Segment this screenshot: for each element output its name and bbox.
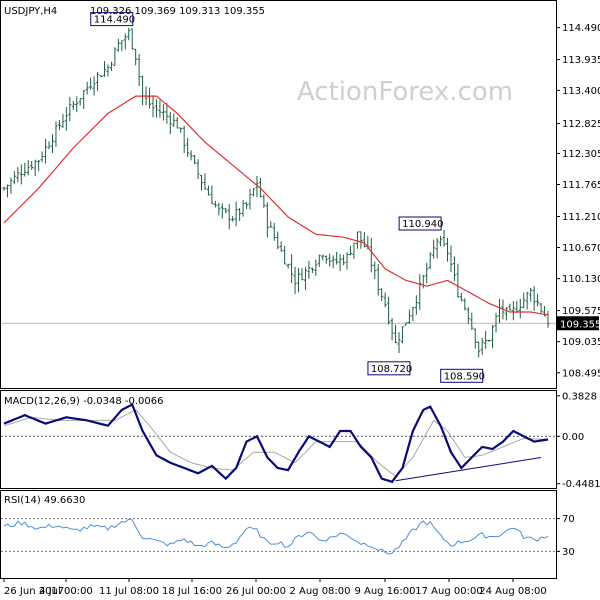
x-tick-label: 2 Aug 08:00 <box>289 586 350 597</box>
rsi-tick-label: 70 <box>562 514 575 525</box>
price-tick-label: 112.305 <box>562 149 600 160</box>
price-annotation-box <box>440 368 484 383</box>
current-price-box <box>557 316 599 331</box>
price-tick-label: 110.670 <box>562 243 600 254</box>
x-tick-label: 9 Aug 16:00 <box>354 586 415 597</box>
price-annotation-box <box>90 12 134 27</box>
price-tick-label: 108.495 <box>562 368 600 379</box>
macd-panel: 0.3828 0.00 -0.4481 <box>1 391 600 490</box>
ohlc-values: 109.326 109.369 109.313 109.355 <box>90 6 265 17</box>
price-tick-label: 114.490 <box>562 23 600 34</box>
price-tick-label: 109.575 <box>562 306 600 317</box>
price-axis: 114.490 113.935 113.400 112.825 112.305 111.7… <box>1 23 600 379</box>
current-price-label: 109.355 <box>560 319 600 330</box>
macd-trendline <box>395 456 542 482</box>
price-tick-label: 109.035 <box>562 337 600 348</box>
macd-line <box>3 403 549 484</box>
macd-tick-label: 0.3828 <box>562 391 597 402</box>
x-tick-label: 26 Jun 2017 <box>4 586 64 597</box>
symbol-label: USDJPY,H4 <box>4 6 57 17</box>
macd-panel-frame <box>0 390 557 489</box>
x-tick-label: 26 Jul 00:00 <box>226 586 286 597</box>
watermark: ActionForex.com <box>297 77 513 107</box>
rsi-label: RSI(14) 49.6630 <box>4 495 85 506</box>
x-tick-label: 18 Jul 16:00 <box>162 586 222 597</box>
rsi-tick-label: 30 <box>562 547 575 558</box>
price-annotation-label: 108.590 <box>444 371 485 382</box>
x-tick-label: 4 Jul 00:00 <box>39 586 93 597</box>
price-tick-label: 112.825 <box>562 119 600 130</box>
price-annotations: 114.490 110.940 108.720 108.590 <box>90 12 485 383</box>
x-tick-label: 17 Aug 00:00 <box>415 586 482 597</box>
rsi-line <box>3 518 549 555</box>
price-annotation-label: 114.490 <box>94 15 135 26</box>
x-tick-label: 24 Aug 08:00 <box>479 586 546 597</box>
price-annotation-label: 110.940 <box>402 219 443 230</box>
price-tick-label: 111.210 <box>562 212 600 223</box>
rsi-panel-frame <box>0 490 557 579</box>
price-annotation-box <box>398 216 442 231</box>
price-tick-label: 113.400 <box>562 86 600 97</box>
macd-tick-label: 0.00 <box>562 432 584 443</box>
price-tick-label: 113.935 <box>562 55 600 66</box>
x-tick-label: 11 Jul 08:00 <box>99 586 159 597</box>
moving-average <box>3 95 549 316</box>
price-annotation-box <box>367 361 411 376</box>
price-bars <box>2 27 550 358</box>
price-panel-frame <box>0 0 557 389</box>
rsi-panel: 70 30 <box>1 514 575 558</box>
price-tick-label: 110.130 <box>562 274 600 285</box>
moving-average-line <box>3 95 549 316</box>
macd-signal-line <box>3 409 549 478</box>
macd-label: MACD(12,26,9) -0.0348 -0.0066 <box>4 396 164 407</box>
price-annotation-label: 108.720 <box>371 364 412 375</box>
price-tick-label: 111.765 <box>562 180 600 191</box>
macd-tick-label: -0.4481 <box>562 479 600 490</box>
